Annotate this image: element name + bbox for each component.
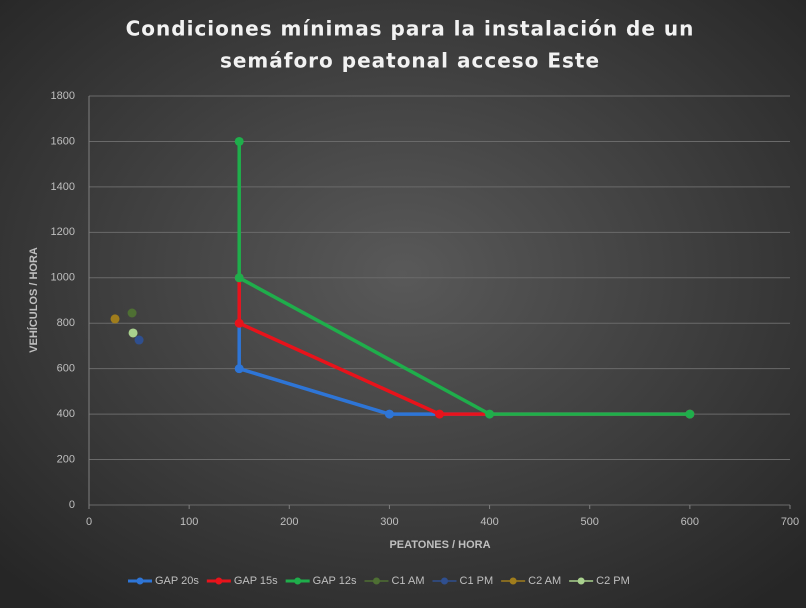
y-tick-label: 600 [57, 363, 75, 375]
legend-marker [294, 577, 302, 585]
y-tick-label: 1800 [51, 90, 75, 102]
point [234, 136, 244, 146]
chart-title: Condiciones mínimas para la instalación … [126, 17, 695, 41]
point [128, 328, 138, 338]
x-tick-label: 200 [280, 516, 298, 528]
x-tick-label: 0 [86, 516, 92, 528]
legend-marker [441, 577, 448, 585]
point [127, 308, 137, 318]
point [485, 409, 495, 419]
point [134, 335, 144, 345]
x-tick-label: 600 [681, 516, 699, 528]
y-tick-label: 1200 [51, 226, 75, 238]
point [234, 318, 244, 328]
series-line [237, 141, 690, 416]
point [234, 364, 244, 374]
point [384, 409, 394, 419]
y-tick-label: 1000 [51, 272, 75, 284]
y-tick-label: 1400 [51, 181, 75, 193]
chart-title: semáforo peatonal acceso Este [220, 49, 600, 73]
legend-marker [136, 577, 144, 585]
x-tick-label: 700 [781, 516, 799, 528]
legend-label: C1 AM [391, 575, 424, 587]
y-tick-label: 800 [57, 317, 75, 329]
legend-marker [577, 577, 585, 585]
legend-label: GAP 12s [313, 575, 357, 587]
x-tick-label: 300 [380, 516, 398, 528]
point [435, 409, 444, 419]
point [110, 314, 120, 324]
x-tick-label: 500 [581, 516, 599, 528]
legend-label: GAP 20s [155, 575, 199, 587]
y-tick-label: 200 [57, 453, 75, 465]
point [685, 409, 695, 419]
legend-label: C2 PM [596, 575, 630, 587]
legend-marker [215, 577, 223, 585]
legend-marker [509, 577, 517, 585]
y-axis-label: VEHÍCULOS / HORA [27, 247, 40, 353]
y-tick-label: 400 [57, 408, 75, 420]
legend-label: GAP 15s [234, 575, 278, 587]
point [234, 273, 244, 283]
legend-marker [372, 577, 380, 585]
x-axis-label: PEATONES / HORA [389, 539, 490, 551]
x-tick-label: 100 [180, 516, 198, 528]
legend-label: C1 PM [460, 575, 494, 587]
y-tick-label: 0 [69, 499, 75, 511]
y-tick-label: 1600 [51, 135, 75, 147]
legend-label: C2 AM [528, 575, 561, 587]
x-tick-label: 400 [480, 516, 498, 528]
